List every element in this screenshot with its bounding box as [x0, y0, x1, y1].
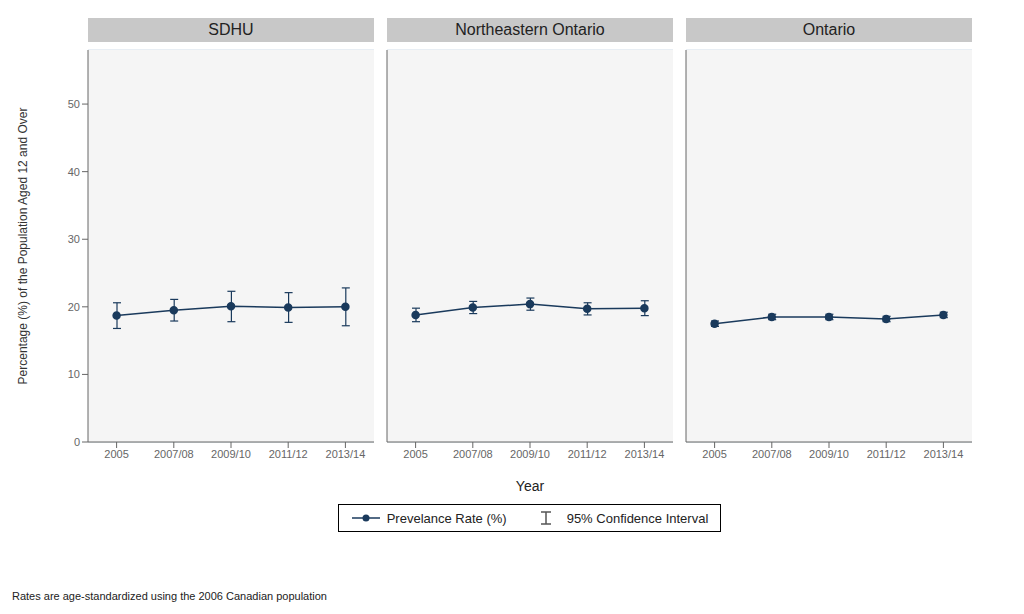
svg-text:2005: 2005 [702, 448, 726, 460]
svg-text:2009/10: 2009/10 [211, 448, 251, 460]
svg-text:50: 50 [68, 98, 80, 110]
html-text:Year: Year [515, 478, 545, 494]
svg-text:2009/10: 2009/10 [510, 448, 550, 460]
svg-text:2013/14: 2013/14 [625, 448, 665, 460]
svg-text:2009/10: 2009/10 [809, 448, 849, 460]
html-text:Prevelance Rate (%): Prevelance Rate (%) [386, 510, 507, 526]
svg-text:10: 10 [68, 368, 80, 380]
svg-text:2011/12: 2011/12 [568, 448, 607, 460]
html-text:95% Confidence Interval: 95% Confidence Interval [566, 510, 709, 526]
svg-text:0: 0 [74, 436, 80, 448]
svg-text:2005: 2005 [104, 448, 128, 460]
svg-text:2011/12: 2011/12 [867, 448, 906, 460]
html-text:Ontario: Ontario [802, 21, 856, 38]
html-text:Rates are age-standardized usi: Rates are age-standardized using the 200… [12, 590, 327, 602]
svg-text:30: 30 [68, 233, 80, 245]
svg-text:2005: 2005 [403, 448, 427, 460]
svg-text:2007/08: 2007/08 [752, 448, 792, 460]
svg-text:2007/08: 2007/08 [453, 448, 493, 460]
svg-text:2013/14: 2013/14 [924, 448, 964, 460]
svg-text:Percentage (%) of the Populati: Percentage (%) of the Population Aged 12… [16, 108, 30, 385]
svg-text:20: 20 [68, 301, 80, 313]
svg-text:2013/14: 2013/14 [326, 448, 366, 460]
svg-text:2011/12: 2011/12 [269, 448, 308, 460]
svg-text:40: 40 [68, 166, 80, 178]
html-text:SDHU: SDHU [208, 21, 254, 38]
html-text:Northeastern Ontario: Northeastern Ontario [455, 21, 605, 38]
svg-text:2007/08: 2007/08 [154, 448, 194, 460]
